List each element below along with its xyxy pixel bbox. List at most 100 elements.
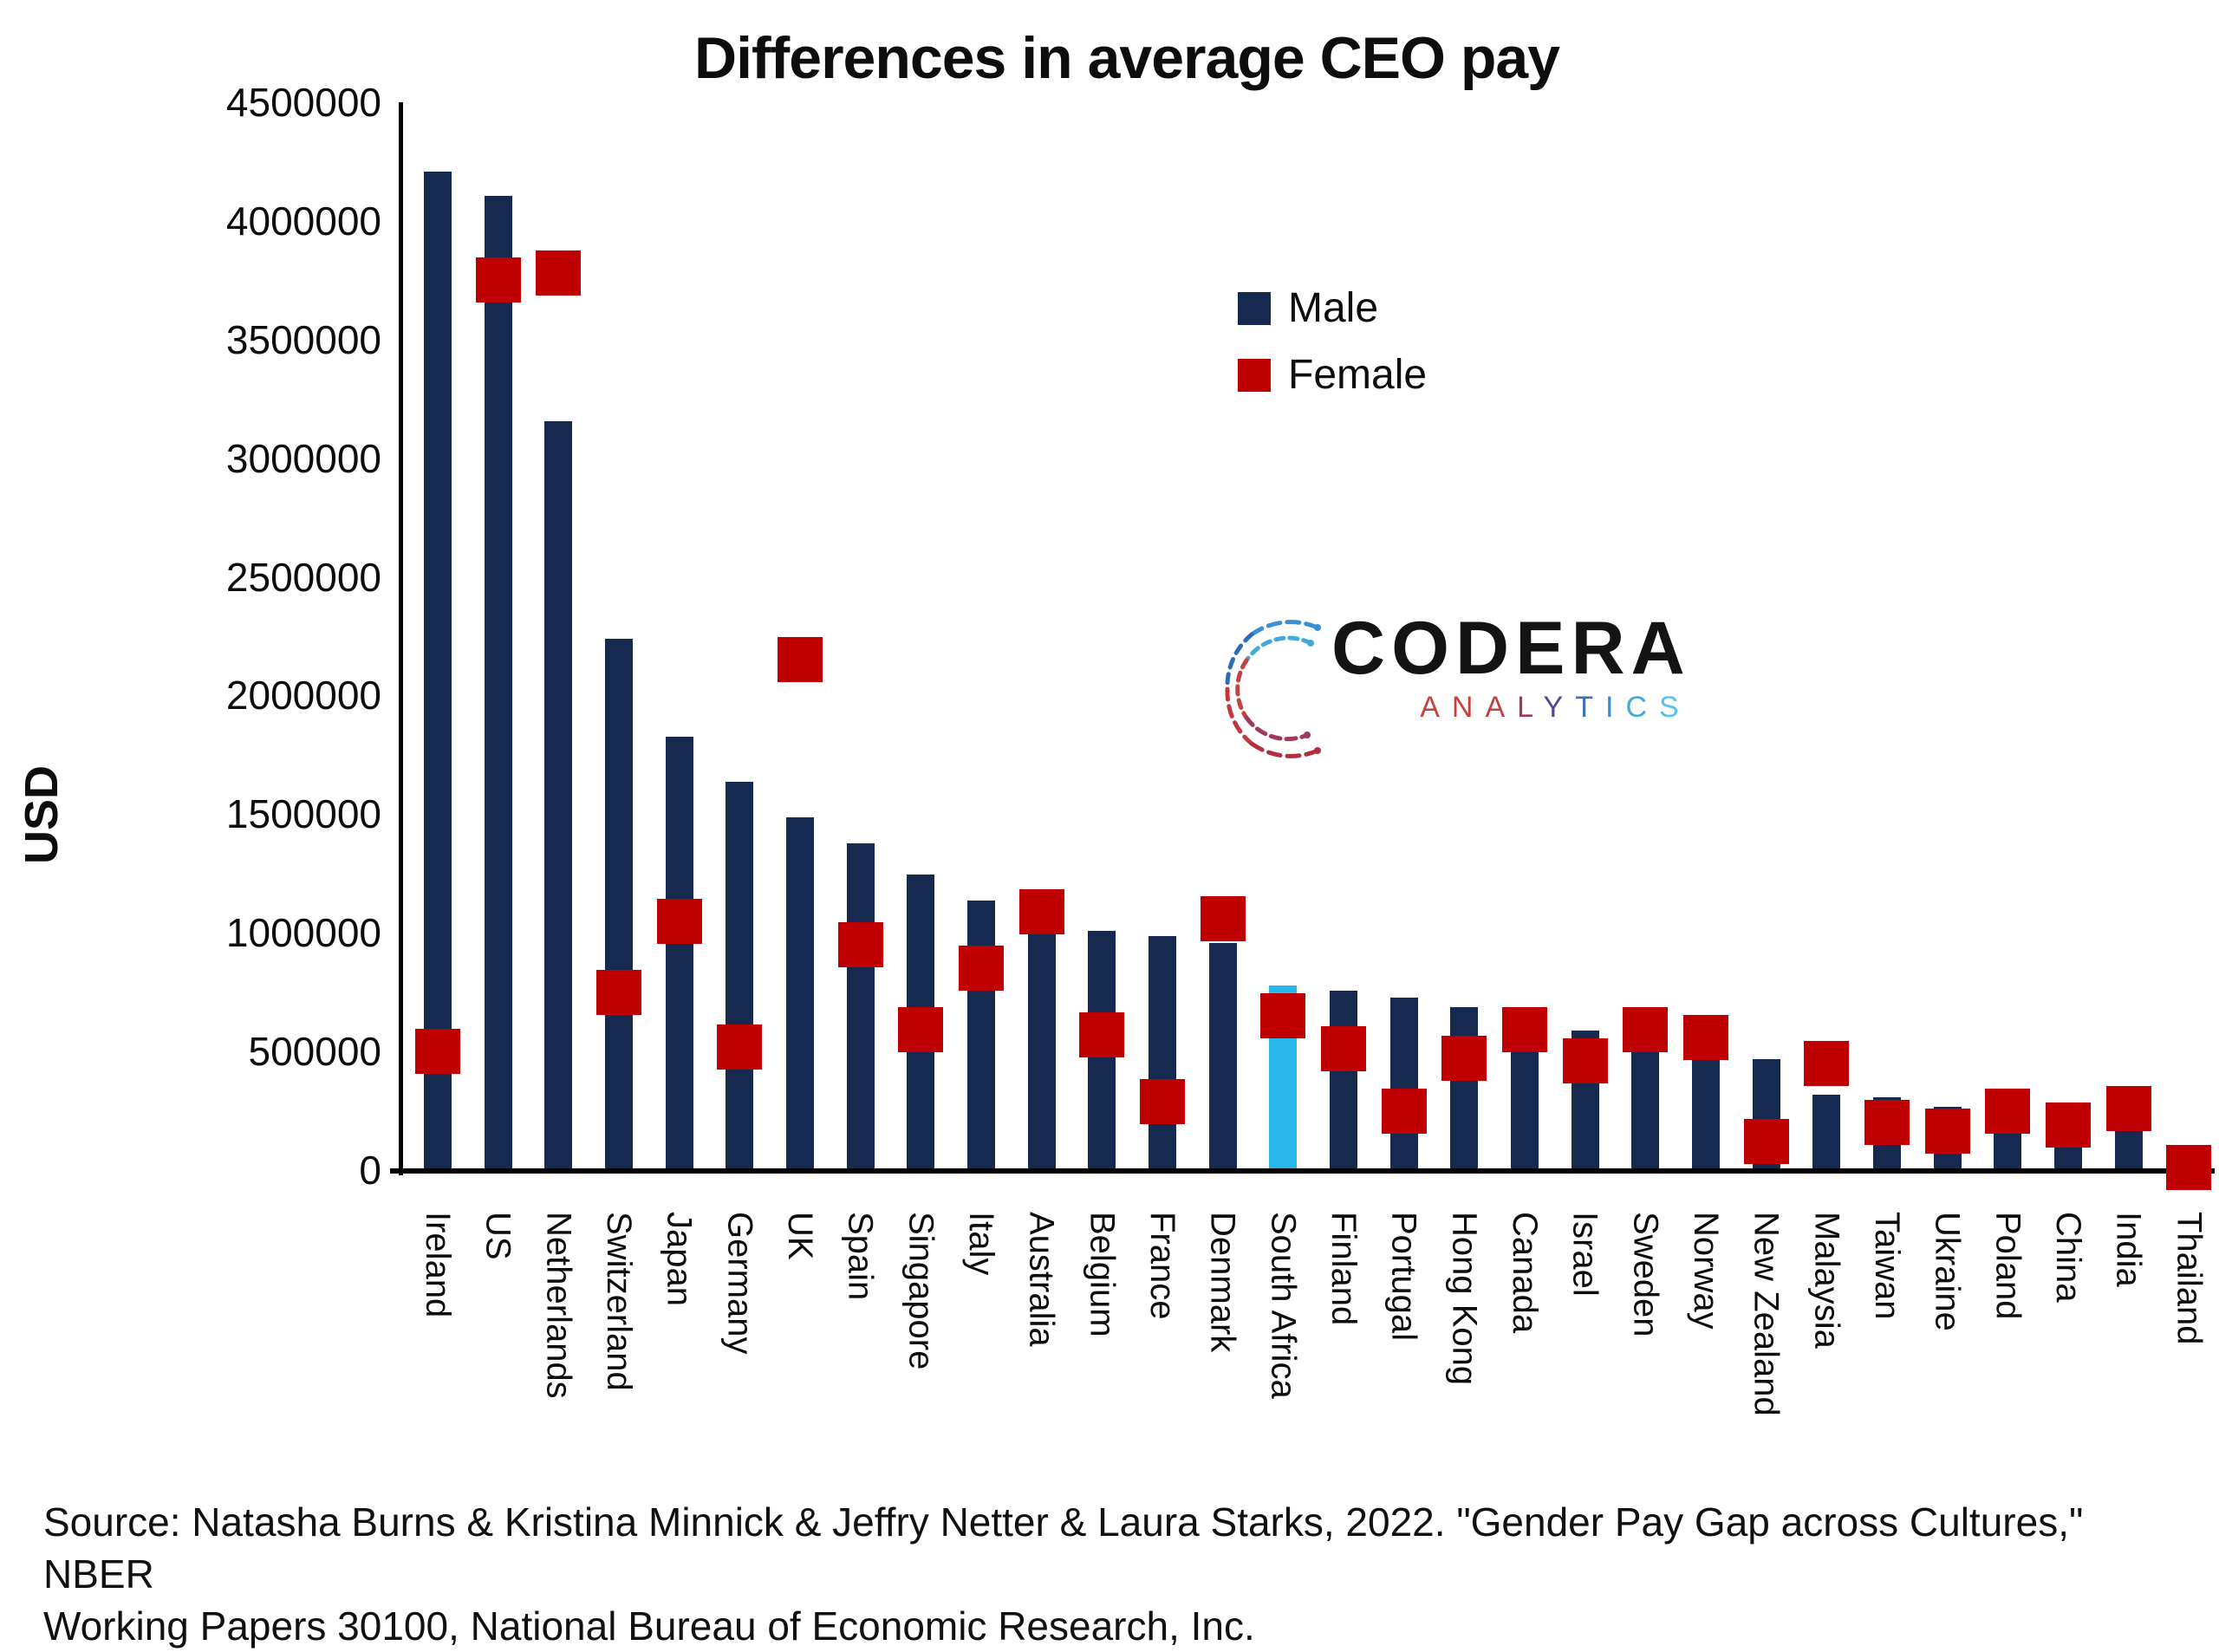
x-tick-label: US: [478, 1212, 517, 1260]
female-marker: [958, 946, 1004, 992]
female-marker: [656, 898, 702, 944]
plot-area: [390, 102, 2219, 1191]
x-tick-label: France: [1142, 1212, 1181, 1320]
codera-logo-subtitle-letter: C: [1625, 691, 1659, 724]
x-tick-label: Spain: [841, 1212, 880, 1301]
x-tick-label: Belgium: [1083, 1212, 1122, 1337]
female-marker: [1864, 1100, 1910, 1146]
female-marker: [1200, 895, 1246, 941]
male-bar: [1450, 1006, 1479, 1168]
x-tick-label: Sweden: [1626, 1212, 1665, 1337]
male-bar: [1631, 1035, 1660, 1168]
x-tick-label: UK: [780, 1212, 819, 1260]
codera-analytics-logo: CODERA ANALYTICS: [1220, 608, 1691, 770]
y-tick-label: 3000000: [225, 435, 381, 481]
y-axis-line: [399, 102, 403, 1175]
female-marker: [1320, 1026, 1366, 1072]
codera-logo-subtitle-letter: A: [1420, 691, 1452, 724]
female-marker: [2166, 1145, 2212, 1191]
x-tick-label: Canada: [1505, 1212, 1544, 1334]
y-tick-label: 2500000: [225, 554, 381, 600]
legend-female-label: Female: [1288, 352, 1428, 398]
codera-logo-subtitle-letter: A: [1485, 691, 1518, 724]
y-tick-label: 4500000: [225, 80, 381, 125]
codera-logo-subtitle-letter: Y: [1543, 691, 1576, 724]
male-bar: [846, 842, 875, 1168]
y-tick-label: 1000000: [225, 910, 381, 956]
legend: Male Female: [1238, 284, 1427, 418]
x-axis-baseline: [390, 1168, 2215, 1174]
x-tick-label: Ukraine: [1928, 1212, 1967, 1331]
y-axis-label: USD: [16, 765, 68, 865]
female-swatch-icon: [1238, 358, 1271, 392]
codera-logo-subtitle-letter: S: [1659, 691, 1691, 724]
male-swatch-icon: [1238, 291, 1271, 325]
female-marker: [717, 1024, 763, 1070]
legend-item-female: Female: [1238, 351, 1427, 399]
female-marker: [1682, 1014, 1728, 1060]
x-tick-label: Switzerland: [599, 1212, 638, 1391]
female-marker: [898, 1007, 944, 1053]
female-marker: [536, 250, 582, 296]
x-tick-label: Thailand: [2170, 1212, 2209, 1345]
codera-logo-subtitle-letter: N: [1451, 691, 1486, 724]
x-tick-label: Hong Kong: [1445, 1212, 1484, 1386]
y-tick-label: 4000000: [225, 198, 381, 244]
female-marker: [475, 257, 521, 303]
female-marker: [1079, 1011, 1125, 1057]
male-bar: [604, 639, 633, 1168]
legend-item-male: Male: [1238, 284, 1427, 332]
male-bar: [484, 195, 512, 1168]
male-bar: [1208, 942, 1237, 1168]
male-bar: [1148, 935, 1176, 1168]
codera-logo-icon: [1225, 620, 1321, 758]
x-tick-label: Taiwan: [1867, 1212, 1906, 1320]
female-marker: [837, 921, 883, 967]
x-tick-label: South Africa: [1264, 1212, 1303, 1399]
x-tick-label: India: [2109, 1212, 2148, 1287]
x-tick-label: Finland: [1324, 1212, 1363, 1326]
x-tick-label: Denmark: [1203, 1212, 1242, 1353]
chart-title: Differences in average CEO pay: [693, 25, 1560, 91]
x-tick-label: Australia: [1022, 1212, 1061, 1347]
x-tick-label: Norway: [1686, 1212, 1725, 1330]
male-bar: [1691, 1042, 1720, 1168]
female-marker: [777, 637, 823, 683]
female-marker: [1018, 888, 1064, 934]
female-marker: [1623, 1007, 1669, 1053]
male-bar: [1389, 997, 1418, 1168]
x-tick-label: Germany: [720, 1212, 759, 1355]
x-tick-label: Ireland: [419, 1212, 457, 1318]
male-bar: [665, 736, 693, 1168]
y-tick-label: 500000: [248, 1029, 382, 1075]
x-tick-label: Portugal: [1384, 1212, 1423, 1341]
legend-male-label: Male: [1288, 285, 1379, 331]
female-marker: [1985, 1088, 2031, 1134]
x-tick-label: Israel: [1565, 1212, 1604, 1297]
female-marker: [1381, 1088, 1427, 1134]
male-bar: [966, 900, 995, 1168]
y-tick-label: 2000000: [225, 673, 381, 719]
female-marker: [1441, 1036, 1487, 1082]
female-marker: [415, 1029, 460, 1075]
codera-logo-subtitle-letter: L: [1517, 691, 1544, 724]
male-bar: [726, 781, 754, 1168]
female-marker: [1804, 1040, 1850, 1086]
codera-logo-text: CODERA ANALYTICS: [1331, 608, 1691, 725]
female-marker: [1743, 1119, 1789, 1165]
source-line-2: Working Papers 30100, National Bureau of…: [43, 1603, 1255, 1649]
male-bar: [424, 172, 452, 1168]
x-tick-label: Japan: [660, 1212, 699, 1306]
x-tick-label: Malaysia: [1807, 1212, 1846, 1349]
male-bar: [1329, 990, 1357, 1168]
codera-logo-subtitle-letter: T: [1575, 691, 1605, 724]
x-tick-label: New Zealand: [1747, 1212, 1786, 1416]
male-bar: [1812, 1095, 1841, 1168]
female-marker: [2105, 1085, 2151, 1131]
source-note: Source: Natasha Burns & Kristina Minnick…: [43, 1496, 2167, 1652]
male-bar: [785, 816, 814, 1168]
codera-logo-subtitle: ANALYTICS: [1420, 690, 1691, 725]
source-line-1: Source: Natasha Burns & Kristina Minnick…: [43, 1499, 2084, 1597]
x-tick-label: Poland: [1988, 1212, 2027, 1320]
male-bar: [1027, 919, 1056, 1168]
